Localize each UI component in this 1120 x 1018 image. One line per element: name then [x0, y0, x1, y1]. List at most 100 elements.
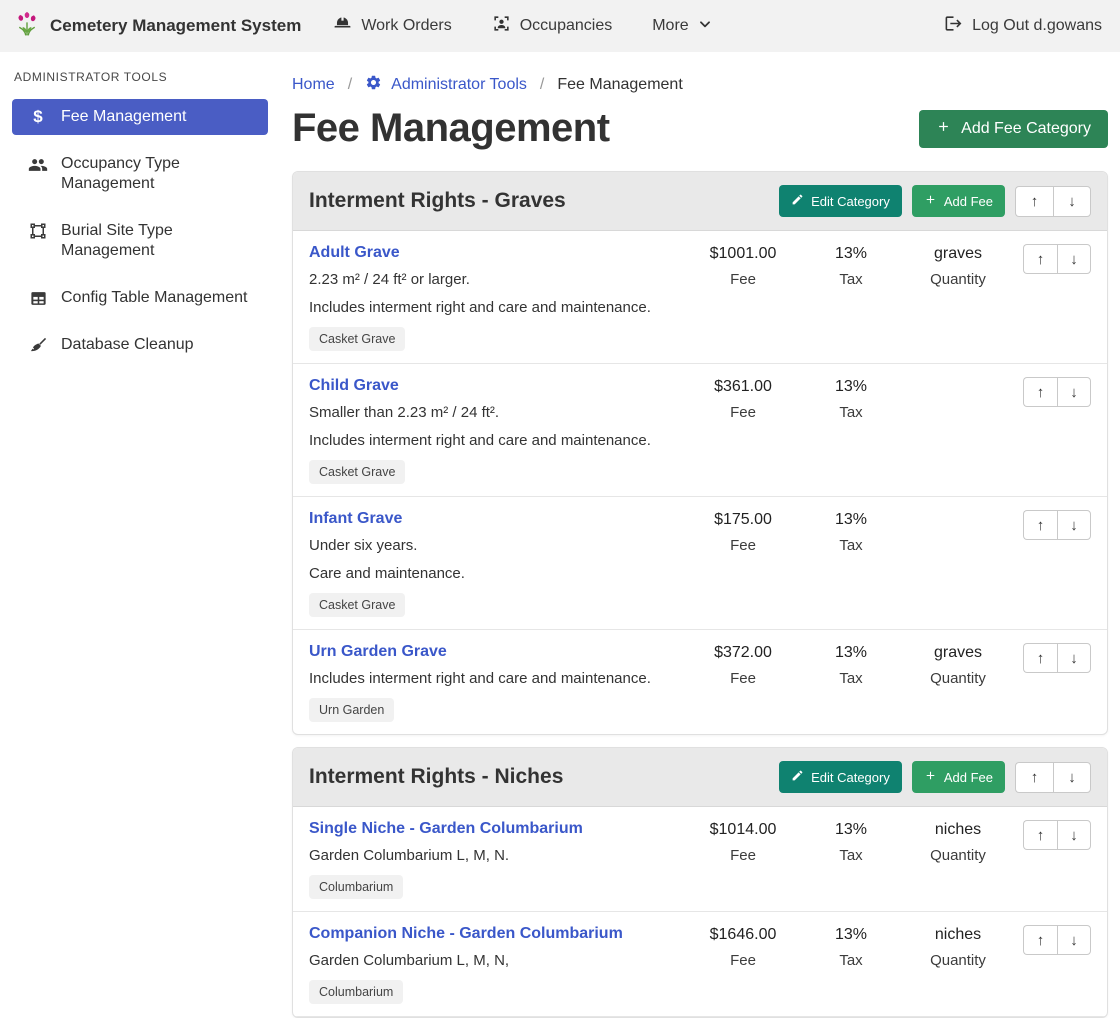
tax-label: Tax [799, 537, 903, 554]
sidebar-item-config-table[interactable]: Config Table Management [12, 280, 268, 316]
fee-info: Urn Garden Grave Includes interment righ… [309, 643, 687, 722]
tax-label: Tax [799, 952, 903, 969]
sidebar-item-label: Fee Management [61, 107, 186, 127]
category-header: Interment Rights - Niches Edit Category … [293, 748, 1107, 807]
nav-label: Occupancies [520, 17, 613, 35]
breadcrumb-label: Administrator Tools [391, 76, 527, 94]
quantity-column: niches Quantity [903, 820, 1013, 864]
move-category-down-button[interactable]: ↓ [1053, 186, 1091, 217]
fee-amount-column: $1014.00 Fee [687, 820, 799, 864]
fee-name-link[interactable]: Companion Niche - Garden Columbarium [309, 925, 623, 943]
tax-value: 13% [799, 926, 903, 944]
nav-label: More [652, 17, 688, 35]
fee-name-link[interactable]: Adult Grave [309, 244, 400, 262]
move-fee-up-button[interactable]: ↑ [1023, 377, 1057, 407]
fee-description: Includes interment right and care and ma… [309, 297, 677, 318]
fee-type-badge: Casket Grave [309, 327, 405, 351]
quantity-column: graves Quantity [903, 643, 1013, 687]
move-fee-down-button[interactable]: ↓ [1057, 244, 1091, 274]
move-fee-down-button[interactable]: ↓ [1057, 820, 1091, 850]
breadcrumb: Home / Administrator Tools / Fee Managem… [292, 74, 1108, 96]
sidebar-item-database-cleanup[interactable]: Database Cleanup [12, 327, 268, 363]
sidebar-heading: ADMINISTRATOR TOOLS [0, 70, 280, 84]
tax-value: 13% [799, 245, 903, 263]
app-title: Cemetery Management System [50, 16, 301, 36]
move-category-down-button[interactable]: ↓ [1053, 762, 1091, 793]
sidebar-item-burial-site-type[interactable]: Burial Site Type Management [12, 213, 268, 269]
move-fee-up-button[interactable]: ↑ [1023, 510, 1057, 540]
fee-row: Adult Grave 2.23 m² / 24 ft² or larger. … [293, 231, 1107, 364]
logout-button[interactable]: Log Out d.gowans [944, 14, 1102, 38]
admin-sidebar: ADMINISTRATOR TOOLS $ Fee Management Occ… [0, 52, 280, 1018]
category-reorder-controls: ↑ ↓ [1015, 186, 1091, 217]
fee-description: 2.23 m² / 24 ft² or larger. [309, 269, 677, 290]
button-label: Add Fee Category [961, 120, 1091, 138]
move-fee-down-button[interactable]: ↓ [1057, 643, 1091, 673]
move-fee-down-button[interactable]: ↓ [1057, 925, 1091, 955]
move-fee-up-button[interactable]: ↑ [1023, 820, 1057, 850]
fee-row: Companion Niche - Garden Columbarium Gar… [293, 912, 1107, 1017]
breadcrumb-home-link[interactable]: Home [292, 76, 335, 94]
move-fee-up-button[interactable]: ↑ [1023, 925, 1057, 955]
tax-value: 13% [799, 511, 903, 529]
button-label: Add Fee [944, 770, 993, 785]
button-label: Edit Category [811, 194, 890, 209]
move-category-up-button[interactable]: ↑ [1015, 762, 1053, 793]
quantity-value: graves [903, 644, 1013, 662]
fee-description: Garden Columbarium L, M, N. [309, 845, 677, 866]
add-fee-button[interactable]: Add Fee [912, 185, 1005, 217]
fee-name-link[interactable]: Infant Grave [309, 510, 402, 528]
sidebar-item-fee-management[interactable]: $ Fee Management [12, 99, 268, 135]
edit-category-button[interactable]: Edit Category [779, 761, 902, 793]
gear-icon [365, 74, 382, 96]
quantity-column: niches Quantity [903, 925, 1013, 969]
tax-value: 13% [799, 821, 903, 839]
fee-amount-column: $361.00 Fee [687, 377, 799, 421]
fee-value: $175.00 [687, 511, 799, 529]
breadcrumb-separator: / [540, 76, 544, 94]
fee-amount-column: $175.00 Fee [687, 510, 799, 554]
nav-more[interactable]: More [652, 17, 711, 36]
move-fee-up-button[interactable]: ↑ [1023, 244, 1057, 274]
add-fee-button[interactable]: Add Fee [912, 761, 1005, 793]
fee-label: Fee [687, 537, 799, 554]
move-fee-down-button[interactable]: ↓ [1057, 510, 1091, 540]
quantity-label: Quantity [903, 271, 1013, 288]
sidebar-item-occupancy-type[interactable]: Occupancy Type Management [12, 146, 268, 202]
quantity-label: Quantity [903, 670, 1013, 687]
fee-category-card: Interment Rights - Niches Edit Category … [292, 747, 1108, 1018]
quantity-label: Quantity [903, 952, 1013, 969]
nav-work-orders[interactable]: Work Orders [333, 14, 451, 38]
fee-info: Adult Grave 2.23 m² / 24 ft² or larger. … [309, 244, 687, 351]
fee-reorder-controls: ↑ ↓ [1013, 820, 1091, 850]
fee-category-card: Interment Rights - Graves Edit Category … [292, 171, 1108, 735]
fee-row: Infant Grave Under six years. Care and m… [293, 497, 1107, 630]
tax-column: 13% Tax [799, 643, 903, 687]
move-fee-up-button[interactable]: ↑ [1023, 643, 1057, 673]
edit-category-button[interactable]: Edit Category [779, 185, 902, 217]
move-fee-down-button[interactable]: ↓ [1057, 377, 1091, 407]
fee-amount-column: $1646.00 Fee [687, 925, 799, 969]
nav-label: Work Orders [361, 17, 451, 35]
move-category-up-button[interactable]: ↑ [1015, 186, 1053, 217]
tax-column: 13% Tax [799, 925, 903, 969]
tax-column: 13% Tax [799, 820, 903, 864]
category-title: Interment Rights - Niches [309, 765, 769, 789]
app-brand[interactable]: Cemetery Management System [14, 9, 301, 44]
tax-value: 13% [799, 378, 903, 396]
fee-description: Smaller than 2.23 m² / 24 ft². [309, 402, 677, 423]
breadcrumb-separator: / [348, 76, 352, 94]
fee-row: Urn Garden Grave Includes interment righ… [293, 630, 1107, 734]
fee-value: $372.00 [687, 644, 799, 662]
quantity-column: graves Quantity [903, 244, 1013, 288]
breadcrumb-admin-tools-link[interactable]: Administrator Tools [365, 74, 527, 96]
vector-square-icon [28, 222, 48, 240]
broom-icon [28, 336, 48, 355]
page-title: Fee Management [292, 106, 610, 151]
add-fee-category-button[interactable]: Add Fee Category [919, 110, 1108, 148]
fee-name-link[interactable]: Child Grave [309, 377, 399, 395]
nav-occupancies[interactable]: Occupancies [492, 14, 613, 38]
fee-name-link[interactable]: Single Niche - Garden Columbarium [309, 820, 583, 838]
fee-name-link[interactable]: Urn Garden Grave [309, 643, 447, 661]
sign-out-icon [944, 14, 963, 38]
